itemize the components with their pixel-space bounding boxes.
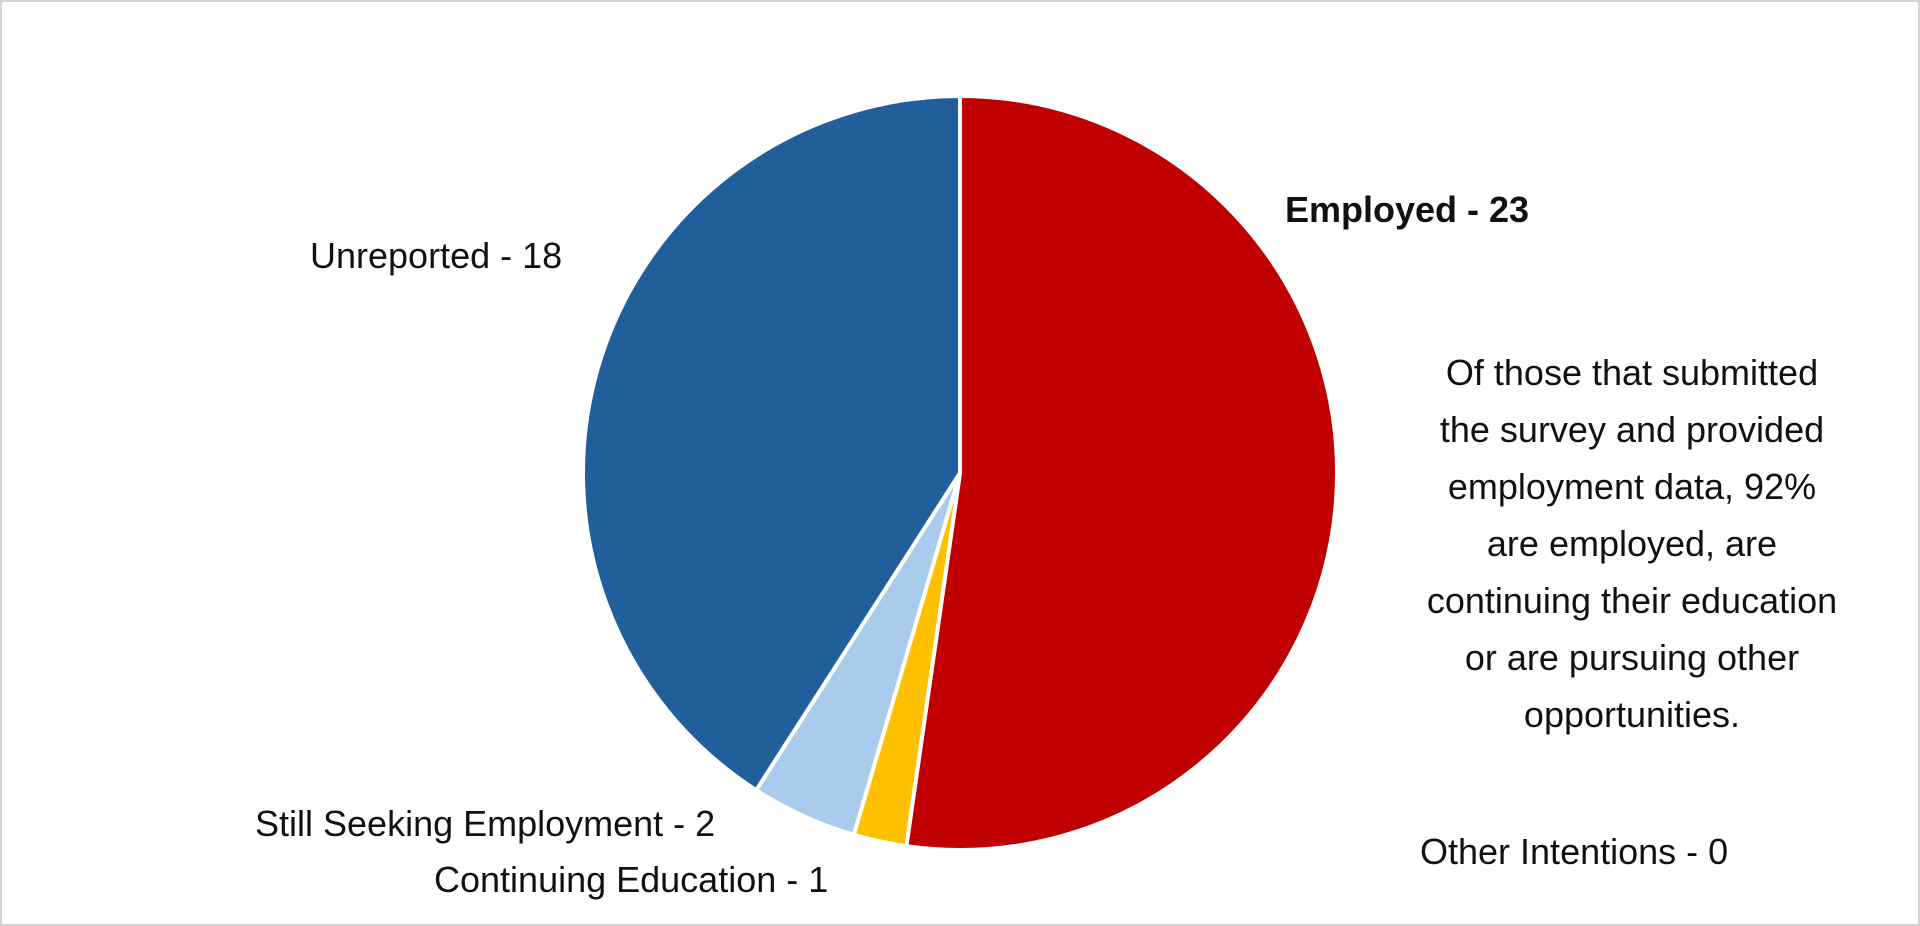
label-employed: Employed - 23 bbox=[1285, 189, 1530, 230]
label-continuing-education: Continuing Education - 1 bbox=[434, 859, 829, 900]
pie-slice-unreported bbox=[581, 94, 962, 793]
pie-slice-employed bbox=[904, 94, 1339, 852]
label-still-seeking-employment: Still Seeking Employment - 2 bbox=[255, 803, 716, 844]
label-unreported: Unreported - 18 bbox=[310, 235, 563, 276]
annotation-note: Of those that submitted the survey and p… bbox=[1426, 352, 1838, 735]
label-other-intentions: Other Intentions - 0 bbox=[1420, 831, 1729, 872]
